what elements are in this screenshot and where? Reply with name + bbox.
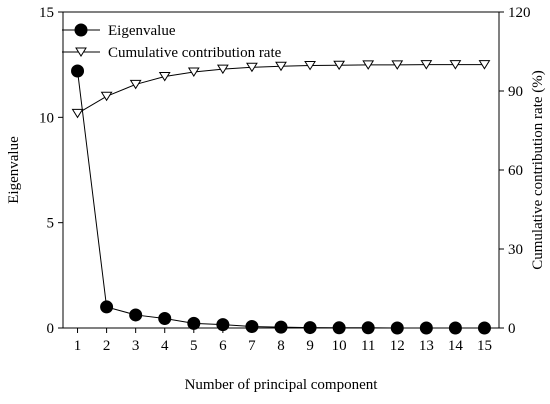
legend-label-eigenvalue: Eigenvalue <box>108 23 176 39</box>
cumulative-point <box>187 67 200 77</box>
x-tick-label: 12 <box>390 338 405 354</box>
eigenvalue-point <box>303 321 317 335</box>
cumulative-point <box>100 91 113 102</box>
y2-tick-label: 90 <box>508 84 523 100</box>
y2-tick-label: 0 <box>508 321 516 337</box>
cumulative-point <box>158 72 171 82</box>
cumulative-point <box>304 60 316 71</box>
x-tick-label: 6 <box>219 338 227 354</box>
y2-tick-label: 30 <box>508 242 523 258</box>
cumulative-point <box>420 60 433 70</box>
x-tick-label: 9 <box>306 338 314 354</box>
cumulative-point <box>246 62 258 73</box>
y2-axis-title: Cumulative contribution rate (%) <box>530 70 546 270</box>
x-tick-label: 8 <box>277 338 285 354</box>
x-tick-label: 3 <box>132 338 140 354</box>
x-tick-label: 2 <box>103 338 111 354</box>
x-tick-label: 13 <box>419 338 434 354</box>
cumulative-point <box>216 64 229 75</box>
legend-marker-eigenvalue <box>74 23 88 37</box>
eigenvalue-point <box>187 316 201 330</box>
x-axis-title: Number of principal component <box>185 377 379 393</box>
cumulative-point <box>333 60 346 71</box>
x-tick-label: 10 <box>332 338 347 354</box>
eigenvalue-point <box>158 312 172 326</box>
x-tick-label: 7 <box>248 338 256 354</box>
x-tick-label: 4 <box>161 338 169 354</box>
y-tick-label: 10 <box>39 110 54 126</box>
cumulative-point <box>478 60 491 70</box>
cumulative-point <box>362 60 375 70</box>
cumulative-point <box>129 79 142 90</box>
series-line-cumulative <box>77 64 485 114</box>
eigenvalue-point <box>477 321 491 335</box>
legend-item-cumulative: Cumulative contribution rate <box>62 45 282 61</box>
cumulative-point <box>449 60 462 70</box>
legend-item-eigenvalue: Eigenvalue <box>62 23 176 39</box>
eigenvalue-point <box>332 321 346 335</box>
eigenvalue-point <box>100 300 114 314</box>
y-tick-label: 5 <box>47 216 55 232</box>
cumulative-point <box>391 60 404 70</box>
eigenvalue-point <box>216 318 230 332</box>
x-tick-label: 5 <box>190 338 198 354</box>
series-layer <box>71 60 491 335</box>
eigenvalue-point <box>245 320 259 334</box>
eigenvalue-point <box>448 321 462 335</box>
y-axis-title: Eigenvalue <box>6 136 22 204</box>
x-tick-label: 15 <box>477 338 492 354</box>
series-line-eigenvalue <box>77 70 485 329</box>
eigenvalue-point <box>419 321 433 335</box>
y-tick-label: 15 <box>39 5 54 21</box>
eigenvalue-point <box>129 308 143 322</box>
y-tick-label: 0 <box>47 321 55 337</box>
y2-tick-label: 120 <box>508 5 531 21</box>
cumulative-point <box>71 108 84 119</box>
eigenvalue-point <box>361 321 375 335</box>
eigenvalue-point <box>390 321 404 335</box>
x-tick-label: 1 <box>74 338 82 354</box>
legend-label-cumulative: Cumulative contribution rate <box>108 45 282 61</box>
x-tick-label: 14 <box>448 338 464 354</box>
eigenvalue-point <box>71 64 85 78</box>
cumulative-point <box>275 61 287 72</box>
y2-tick-label: 60 <box>508 163 523 179</box>
legend: Eigenvalue Cumulative contribution rate <box>62 23 282 61</box>
eigenvalue-point <box>274 320 288 334</box>
x-tick-label: 11 <box>361 338 375 354</box>
legend-marker-cumulative <box>75 47 87 57</box>
